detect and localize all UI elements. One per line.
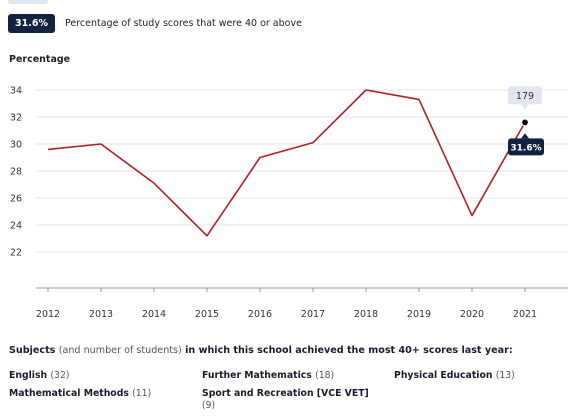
- x-tick-label: 2018: [354, 309, 378, 320]
- line-chart: 34 32 30 28 26 24 22 2012 2013 2014 2015 2016 2017 20…: [10, 86, 568, 320]
- y-tick-label: 28: [10, 167, 22, 178]
- y-axis-title: Percentage: [9, 54, 71, 65]
- chart-legend: 31.6% Percentage of study scores that we…: [8, 12, 302, 34]
- subject-count: (9): [202, 400, 216, 411]
- subject-item-physical-education: Physical Education (13): [394, 370, 515, 382]
- x-tick-label: 2015: [195, 309, 219, 320]
- x-tick-label: 2020: [460, 309, 484, 320]
- series-line: [47, 89, 526, 237]
- top-chip: [8, 0, 48, 4]
- highlight-point: [521, 118, 529, 127]
- x-tick-label: 2012: [36, 309, 60, 320]
- x-tick-label: 2021: [513, 309, 537, 320]
- y-tick-label: 30: [10, 140, 22, 151]
- subjects-heading: Subjects (and number of students) in whi…: [9, 345, 513, 356]
- count-tooltip-label: 179: [516, 91, 534, 102]
- x-tick-label: 2017: [301, 309, 325, 320]
- y-tick-label: 32: [10, 113, 22, 124]
- x-tick-label: 2019: [407, 309, 431, 320]
- x-tick-label: 2014: [142, 309, 166, 320]
- subject-name: Sport and Recreation [VCE VET]: [202, 388, 369, 399]
- subject-item-further-mathematics: Further Mathematics (18): [202, 370, 334, 382]
- subject-name: Physical Education: [394, 370, 493, 381]
- value-badge-label: 31.6%: [510, 143, 541, 153]
- count-tooltip-pointer: [521, 104, 529, 110]
- count-tooltip: [508, 86, 542, 105]
- subject-name: English: [9, 370, 48, 381]
- subject-name: Mathematical Methods: [9, 388, 129, 399]
- subject-item-sport-and-recreation: Sport and Recreation [VCE VET] (9): [202, 388, 377, 412]
- subject-name: Further Mathematics: [202, 370, 312, 381]
- legend-badge: 31.6%: [8, 13, 55, 33]
- x-tick-label: 2013: [89, 309, 113, 320]
- subject-item-english: English (32): [9, 370, 70, 382]
- subjects-heading-bold-1: Subjects: [9, 345, 56, 356]
- value-badge: [508, 138, 544, 156]
- y-tick-label: 24: [10, 221, 22, 232]
- y-tick-label: 22: [10, 248, 22, 259]
- subjects-heading-bold-2: in which this school achieved the most 4…: [185, 345, 513, 356]
- x-tick-label: 2016: [248, 309, 272, 320]
- subject-item-mathematical-methods: Mathematical Methods (11): [9, 388, 151, 400]
- value-badge-pointer: [521, 133, 529, 139]
- subject-count: (13): [495, 370, 515, 381]
- y-tick-label: 34: [10, 86, 22, 97]
- subject-count: (32): [50, 370, 70, 381]
- y-tick-label: 26: [10, 194, 22, 205]
- subject-count: (11): [132, 388, 152, 399]
- subjects-heading-muted: (and number of students): [58, 345, 182, 356]
- legend-text: Percentage of study scores that were 40 …: [64, 17, 302, 29]
- subject-count: (18): [315, 370, 335, 381]
